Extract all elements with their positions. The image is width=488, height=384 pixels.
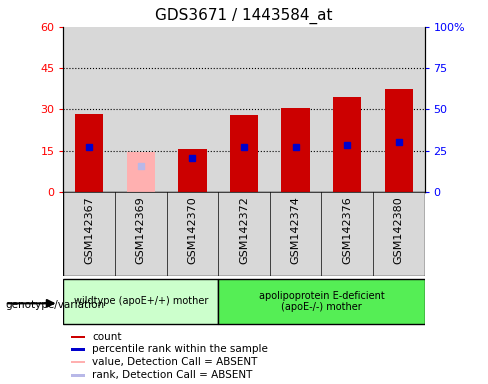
Bar xyxy=(63,192,115,276)
Bar xyxy=(230,115,258,192)
Bar xyxy=(270,27,322,192)
Bar xyxy=(178,149,206,192)
Bar xyxy=(218,27,270,192)
Bar xyxy=(333,97,362,192)
Text: GSM142372: GSM142372 xyxy=(239,196,249,264)
Bar xyxy=(385,89,413,192)
Bar xyxy=(270,192,322,276)
Title: GDS3671 / 1443584_at: GDS3671 / 1443584_at xyxy=(155,8,333,24)
Bar xyxy=(218,192,270,276)
Text: GSM142370: GSM142370 xyxy=(187,196,198,264)
Bar xyxy=(127,152,155,192)
Text: value, Detection Call = ABSENT: value, Detection Call = ABSENT xyxy=(92,357,258,367)
Bar xyxy=(322,192,373,276)
Bar xyxy=(71,374,85,376)
Bar xyxy=(322,27,373,192)
Text: rank, Detection Call = ABSENT: rank, Detection Call = ABSENT xyxy=(92,370,253,381)
Text: wildtype (apoE+/+) mother: wildtype (apoE+/+) mother xyxy=(74,296,208,306)
Text: GSM142374: GSM142374 xyxy=(290,196,301,264)
Bar xyxy=(75,114,103,192)
Bar xyxy=(282,108,310,192)
Text: GSM142380: GSM142380 xyxy=(394,196,404,264)
Text: GSM142376: GSM142376 xyxy=(342,196,352,264)
Text: count: count xyxy=(92,332,122,342)
Bar xyxy=(373,27,425,192)
Text: GSM142367: GSM142367 xyxy=(84,196,94,264)
Bar xyxy=(71,348,85,351)
Bar xyxy=(115,27,166,192)
Bar xyxy=(71,361,85,363)
Bar xyxy=(166,192,218,276)
Bar xyxy=(166,27,218,192)
Text: percentile rank within the sample: percentile rank within the sample xyxy=(92,344,268,354)
Bar xyxy=(218,279,425,324)
Text: GSM142369: GSM142369 xyxy=(136,196,146,264)
Text: apolipoprotein E-deficient
(apoE-/-) mother: apolipoprotein E-deficient (apoE-/-) mot… xyxy=(259,291,384,312)
Bar xyxy=(63,279,218,324)
Bar xyxy=(63,27,115,192)
Bar xyxy=(373,192,425,276)
Bar xyxy=(71,336,85,338)
Text: genotype/variation: genotype/variation xyxy=(5,300,104,310)
Bar xyxy=(115,192,166,276)
